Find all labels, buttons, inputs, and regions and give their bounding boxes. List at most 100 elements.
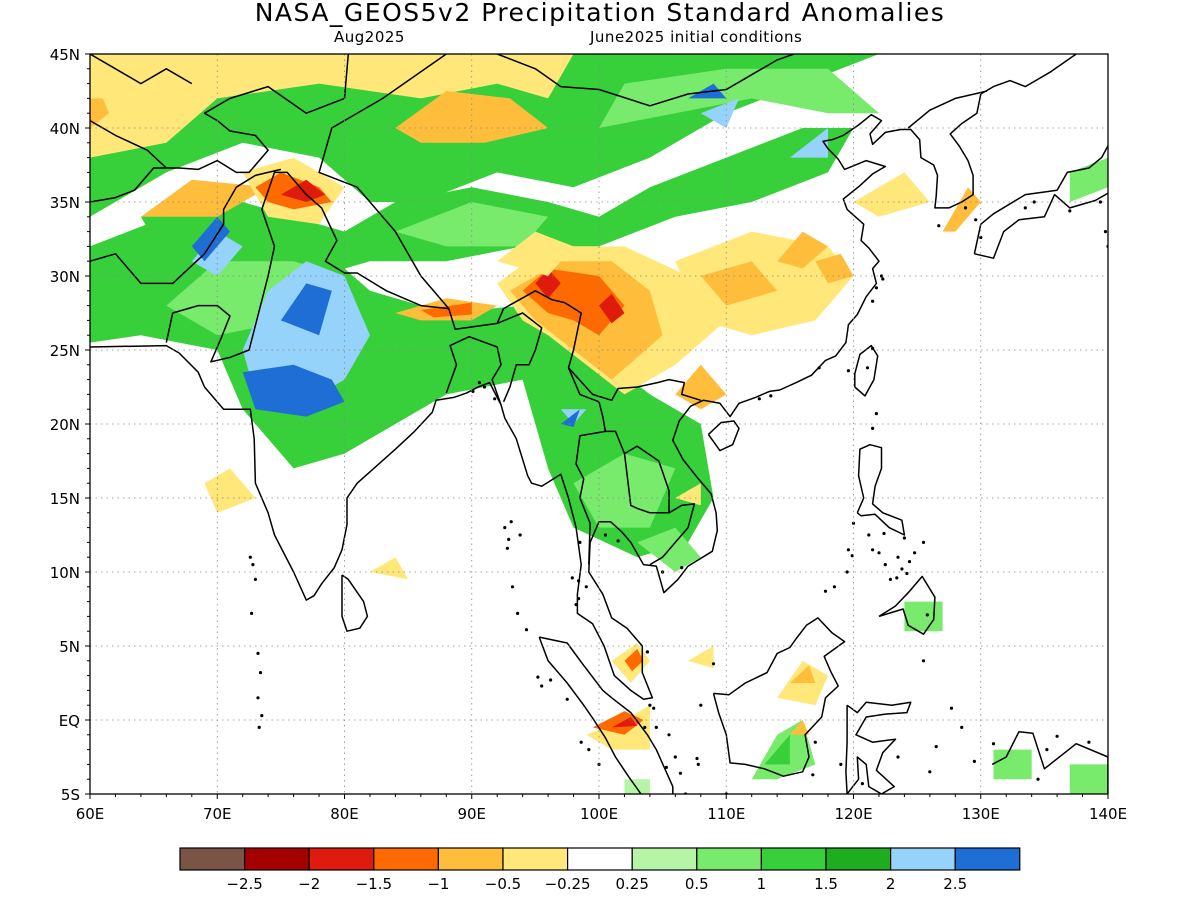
island (949, 706, 954, 710)
lon-tick-label: 80E (330, 805, 359, 823)
island (902, 536, 907, 540)
island (871, 299, 875, 303)
island (813, 740, 817, 744)
island (518, 533, 522, 537)
lon-tick-label: 100E (580, 805, 618, 823)
island (877, 551, 881, 555)
island (900, 567, 904, 571)
anomaly-patch (90, 54, 574, 158)
island (881, 277, 885, 281)
lat-tick-label: 5N (59, 638, 80, 656)
colorbar-swatch (631, 847, 698, 871)
island (695, 756, 699, 761)
anomaly-patch (942, 187, 981, 232)
island (257, 725, 261, 730)
colorbar-label: 0.5 (685, 875, 709, 893)
anomaly-patch (853, 172, 930, 217)
coastline (318, 54, 450, 310)
lat-tick-label: 45N (50, 46, 80, 64)
anomaly-patch (90, 98, 110, 128)
coastline (90, 168, 282, 285)
island (991, 742, 996, 746)
lat-tick-label: EQ (59, 712, 80, 730)
forecast-month: Aug2025 (334, 28, 405, 46)
coastline (341, 574, 369, 632)
island (643, 725, 647, 730)
coastline (445, 335, 502, 406)
coastline (165, 171, 702, 402)
island (850, 554, 854, 558)
island (921, 540, 926, 545)
coastline (907, 90, 988, 129)
coastline (991, 731, 1108, 794)
coastline (878, 575, 936, 635)
island (832, 585, 837, 589)
island (256, 651, 260, 656)
island (536, 675, 540, 679)
island (477, 381, 481, 385)
anomaly-patch (370, 557, 409, 580)
island (1103, 230, 1108, 234)
coastline (90, 54, 193, 85)
anomaly-patch (700, 98, 739, 128)
coastline (496, 312, 543, 403)
anomaly-patch (700, 261, 778, 306)
island (540, 684, 544, 688)
island (616, 539, 620, 543)
colorbar-swatch (566, 847, 633, 871)
lon-tick-label: 140E (1089, 805, 1127, 823)
island (896, 555, 900, 559)
island (865, 366, 870, 370)
island (883, 563, 887, 567)
island (871, 548, 875, 552)
anomaly-patch (1069, 157, 1108, 202)
colorbar-label: 2.5 (943, 875, 967, 893)
island (846, 548, 851, 552)
coastline (845, 701, 912, 794)
lon-ticks: 60E 70E 80E 90E 100E 110E 120E 130E 140E (76, 794, 1127, 823)
coastline (707, 420, 740, 452)
island (652, 706, 656, 710)
colorbar-swatch (502, 847, 569, 871)
island (974, 218, 978, 222)
island (1055, 734, 1059, 738)
island (1023, 206, 1027, 210)
colorbar-label: −1.5 (356, 875, 392, 893)
island (565, 697, 569, 701)
coastline (538, 636, 642, 794)
colorbar-label: 1.5 (814, 875, 838, 893)
island (817, 366, 821, 370)
lat-tick-label: 35N (50, 194, 80, 212)
island (256, 696, 260, 700)
coastline (567, 367, 696, 566)
island (574, 603, 578, 607)
island (673, 755, 677, 759)
island (882, 531, 886, 536)
chart-title: NASA_GEOS5v2 Precipitation Standard Anom… (254, 0, 946, 27)
lon-tick-label: 60E (76, 805, 105, 823)
anomaly-patch (1069, 764, 1108, 794)
island (578, 540, 582, 545)
anomaly-patch (242, 364, 345, 417)
anomaly-patch (191, 231, 243, 276)
anomaly-patch (789, 665, 816, 683)
island (587, 748, 591, 752)
colorbar-label: −0.5 (485, 875, 521, 893)
island (871, 346, 875, 351)
lon-tick-label: 70E (203, 805, 232, 823)
island (895, 576, 899, 580)
initial-conditions: June2025 initial conditions (590, 28, 803, 46)
island (928, 770, 932, 774)
island (248, 555, 252, 559)
colorbar-swatch (308, 847, 375, 871)
colorbar-swatch (954, 847, 1021, 871)
island (664, 765, 669, 770)
colorbar: −2.5 −2 −1.5 −1 −0.5 −0.25 0.25 0.5 1 1.5 2 2.5 (179, 847, 1021, 893)
coastline (712, 617, 846, 777)
anomaly-patch (789, 720, 809, 735)
lat-tick-label: 10N (50, 564, 80, 582)
island (1068, 209, 1072, 213)
island (963, 206, 968, 210)
coastline (854, 344, 879, 397)
coastline (623, 453, 669, 514)
